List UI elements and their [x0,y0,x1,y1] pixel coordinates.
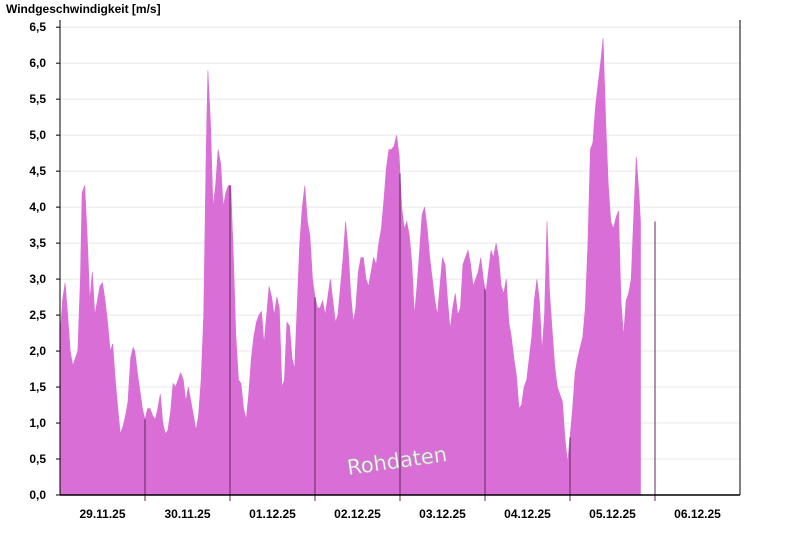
x-tick-label: 30.11.25 [164,507,210,521]
y-tick-label: 4,5 [29,164,46,178]
x-tick-label: 06.12.25 [674,507,721,521]
y-tick-label: 5,0 [29,128,46,142]
x-tick-label: 03.12.25 [419,507,466,521]
y-tick-label: 1,0 [29,416,46,430]
y-axis-labels: 0,0 0,5 1,0 1,5 2,0 2,5 3,0 3,5 4,0 4,5 5,0 5,5 6,0 6… [29,20,46,502]
y-tick-label: 2,5 [29,308,46,322]
y-tick-label: 0,0 [29,488,46,502]
y-tick-label: 6,0 [29,56,46,70]
x-tick-label: 29.11.25 [79,507,125,521]
y-tick-label: 4,0 [29,200,46,214]
y-tick-label: 6,5 [29,20,46,34]
chart-title: Windgeschwindigkeit [m/s] [6,2,161,16]
x-axis-labels: 29.11.25 30.11.25 01.12.25 02.12.25 03.12.25… [79,507,721,521]
y-tick-label: 3,0 [29,272,46,286]
y-tick-label: 1,5 [29,380,46,394]
y-tick-label: 0,5 [29,452,46,466]
x-tick-label: 04.12.25 [504,507,551,521]
x-tick-label: 05.12.25 [589,507,636,521]
data-area [59,37,641,496]
y-tick-label: 3,5 [29,236,46,250]
x-tick-label: 02.12.25 [334,507,381,521]
day-separators [144,173,656,501]
axes [59,20,741,496]
wind-speed-area [59,37,641,496]
y-tick-label: 2,0 [29,344,46,358]
x-tick-label: 01.12.25 [249,507,296,521]
y-tick-label: 5,5 [29,92,46,106]
